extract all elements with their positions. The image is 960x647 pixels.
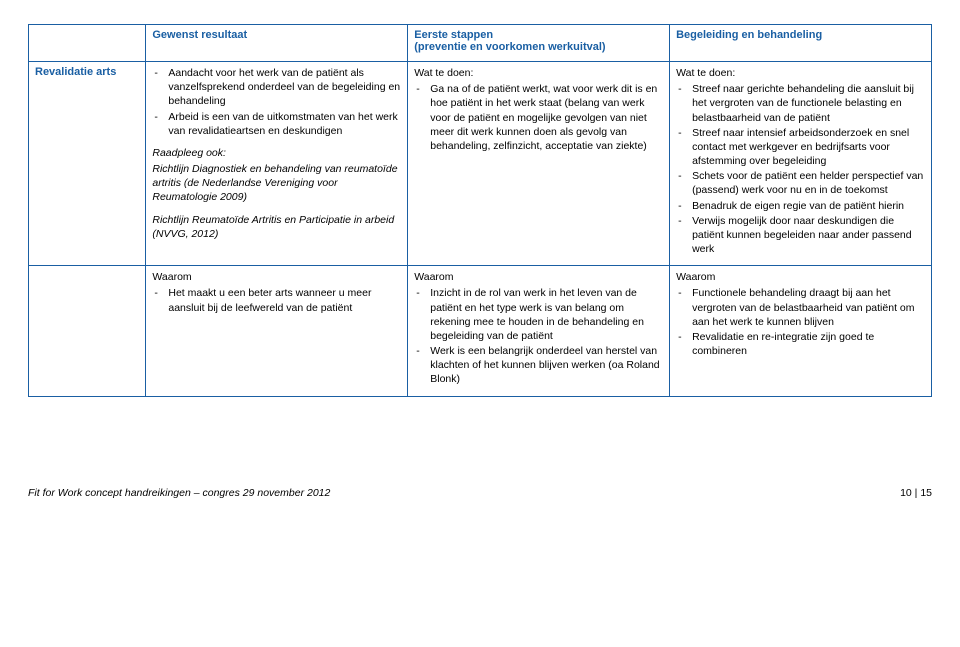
wat-te-doen-lead: Wat te doen: [676, 66, 925, 80]
hdr-begeleiding: Begeleiding en behandeling [670, 25, 932, 62]
list-item: Streef naar intensief arbeidsonderzoek e… [692, 126, 925, 169]
begeleiding-list: Streef naar gerichte behandeling die aan… [676, 82, 925, 256]
list-item: Schets voor de patiënt een helder perspe… [692, 169, 925, 197]
hdr-eerste: Eerste stappen (preventie en voorkomen w… [408, 25, 670, 62]
row-label: Revalidatie arts [29, 62, 146, 266]
cell-gewenst: Aandacht voor het werk van de patiënt al… [146, 62, 408, 266]
list-item: Streef naar gerichte behandeling die aan… [692, 82, 925, 125]
gewenst-list: Aandacht voor het werk van de patiënt al… [152, 66, 401, 138]
guidance-table: Gewenst resultaat Eerste stappen (preven… [28, 24, 932, 397]
waarom-list-2: Inzicht in de rol van werk in het leven … [414, 286, 663, 386]
reference-2: Richtlijn Reumatoïde Artritis en Partici… [152, 213, 401, 241]
cell-begeleiding: Wat te doen: Streef naar gerichte behand… [670, 62, 932, 266]
row-label-empty [29, 266, 146, 396]
waarom-lead: Waarom [414, 270, 663, 284]
list-item: Arbeid is een van de uitkomstmaten van h… [168, 110, 401, 138]
header-row: Gewenst resultaat Eerste stappen (preven… [29, 25, 932, 62]
list-item: Ga na of de patiënt werkt, wat voor werk… [430, 82, 663, 153]
list-item: Revalidatie en re-integratie zijn goed t… [692, 330, 925, 358]
list-item: Functionele behandeling draagt bij aan h… [692, 286, 925, 329]
raadpleeg-lead: Raadpleeg ook: [152, 146, 401, 160]
list-item: Inzicht in de rol van werk in het leven … [430, 286, 663, 343]
reference-1: Richtlijn Diagnostiek en behandeling van… [152, 162, 401, 205]
cell-waarom-2: Waarom Inzicht in de rol van werk in het… [408, 266, 670, 396]
footer-left: Fit for Work concept handreikingen – con… [28, 487, 330, 499]
content-row-2: Waarom Het maakt u een beter arts wannee… [29, 266, 932, 396]
hdr-gewenst: Gewenst resultaat [146, 25, 408, 62]
waarom-list-3: Functionele behandeling draagt bij aan h… [676, 286, 925, 358]
waarom-lead: Waarom [152, 270, 401, 284]
waarom-list-1: Het maakt u een beter arts wanneer u mee… [152, 286, 401, 314]
wat-te-doen-lead: Wat te doen: [414, 66, 663, 80]
list-item: Werk is een belangrijk onderdeel van her… [430, 344, 663, 387]
list-item: Verwijs mogelijk door naar deskundigen d… [692, 214, 925, 257]
hdr-empty [29, 25, 146, 62]
list-item: Het maakt u een beter arts wanneer u mee… [168, 286, 401, 314]
cell-waarom-1: Waarom Het maakt u een beter arts wannee… [146, 266, 408, 396]
waarom-lead: Waarom [676, 270, 925, 284]
eerste-list: Ga na of de patiënt werkt, wat voor werk… [414, 82, 663, 153]
cell-waarom-3: Waarom Functionele behandeling draagt bi… [670, 266, 932, 396]
list-item: Aandacht voor het werk van de patiënt al… [168, 66, 401, 109]
list-item: Benadruk de eigen regie van de patiënt h… [692, 199, 925, 213]
content-row-1: Revalidatie arts Aandacht voor het werk … [29, 62, 932, 266]
cell-eerste: Wat te doen: Ga na of de patiënt werkt, … [408, 62, 670, 266]
footer-page: 10 | 15 [900, 487, 932, 499]
page-footer: Fit for Work concept handreikingen – con… [28, 487, 932, 499]
